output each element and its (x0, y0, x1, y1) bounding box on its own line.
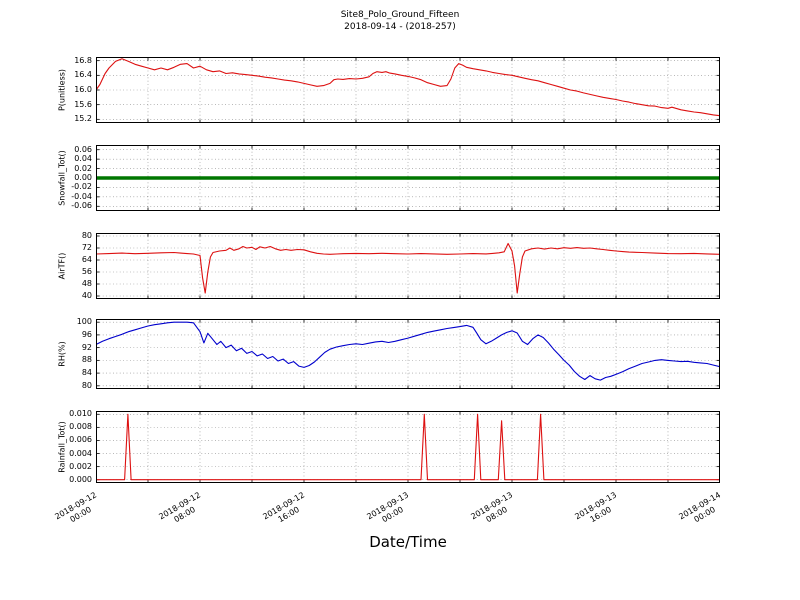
y-tick-labels-airtemp: 80 72 64 56 48 40 (0, 231, 92, 300)
subplot-snowfall: Snowfall_Tot() 0.06 0.04 0.02 0.00 -0.02 -0.0… (0, 145, 800, 211)
y-tick-label: 0.02 (74, 163, 92, 173)
y-tick-label: 0.008 (69, 422, 92, 432)
x-axis-label: Date/Time (369, 533, 447, 551)
chart-title: Site8_Polo_Ground_Fifteen 2018-09-14 - (… (0, 10, 800, 33)
y-tick-label: 72 (81, 243, 92, 252)
y-tick-label: 100 (76, 317, 92, 327)
plot-canvas-humidity (96, 319, 720, 389)
y-tick-label: 64 (81, 255, 92, 264)
y-tick-label: 92 (81, 342, 92, 352)
x-tick-labels: 2018-09-12 00:00 2018-09-12 08:00 2018-09-12… (0, 487, 800, 539)
y-tick-label: 15.6 (74, 99, 92, 109)
subplot-pressure: P(unitless) 16.8 16.4 16.0 15.6 15.2 (0, 55, 800, 124)
y-tick-label: 0.010 (69, 409, 92, 419)
y-tick-label: 40 (81, 291, 92, 300)
y-tick-label: 48 (81, 279, 92, 288)
y-tick-label: 16.8 (74, 55, 92, 65)
plot-canvas-pressure (96, 57, 720, 123)
x-tick-label: 2018-09-12 16:00 (261, 490, 307, 525)
y-tick-label: 0.06 (74, 144, 92, 154)
y-tick-label: 0.002 (69, 461, 92, 471)
y-tick-labels-pressure: 16.8 16.4 16.0 15.6 15.2 (0, 55, 92, 124)
y-tick-label: 0.00 (74, 173, 92, 182)
y-tick-label: 0.04 (74, 154, 92, 164)
y-tick-label: 0.006 (69, 435, 92, 445)
y-tick-label: 15.2 (74, 114, 92, 124)
y-tick-label: 80 (81, 231, 92, 240)
plot-canvas-airtemp (96, 233, 720, 299)
y-tick-label: 80 (81, 380, 92, 390)
y-tick-labels-rainfall: 0.010 0.008 0.006 0.004 0.002 0.000 (0, 409, 92, 484)
x-tick-label: 2018-09-13 00:00 (365, 490, 411, 525)
subplot-airtemp: AirTF() 80 72 64 56 48 40 (0, 231, 800, 300)
y-tick-label: -0.02 (71, 182, 92, 192)
subplot-rainfall: Rainfall_Tot() 0.010 0.008 0.006 0.004 0.002… (0, 409, 800, 484)
x-tick-label: 2018-09-13 08:00 (469, 490, 515, 525)
y-tick-label: 16.0 (74, 85, 92, 94)
y-tick-label: 0.000 (69, 474, 92, 484)
y-tick-label: 88 (81, 355, 92, 365)
plot-canvas-snowfall (96, 145, 720, 211)
x-tick-label: 2018-09-12 08:00 (157, 490, 203, 525)
plot-canvas-rainfall (96, 411, 720, 483)
y-tick-label: 96 (81, 329, 92, 339)
y-tick-label: 0.004 (69, 448, 92, 458)
y-tick-label: -0.04 (71, 191, 92, 201)
y-tick-label: 56 (81, 267, 92, 276)
x-tick-label: 2018-09-14 00:00 (677, 490, 723, 525)
x-tick-label: 2018-09-13 16:00 (573, 490, 619, 525)
chart-title-line1: Site8_Polo_Ground_Fifteen (340, 10, 460, 20)
y-tick-label: -0.06 (71, 201, 92, 211)
y-tick-label: 84 (81, 368, 92, 378)
chart-title-line2: 2018-09-14 - (2018-257) (344, 21, 456, 32)
y-tick-labels-snowfall: 0.06 0.04 0.02 0.00 -0.02 -0.04 -0.06 (0, 145, 92, 211)
y-tick-labels-humidity: 100 96 92 88 84 80 (0, 317, 92, 390)
x-tick-label: 2018-09-12 00:00 (53, 490, 99, 525)
subplot-humidity: RH(%) 100 96 92 88 84 80 (0, 317, 800, 390)
y-tick-label: 16.4 (74, 70, 92, 80)
